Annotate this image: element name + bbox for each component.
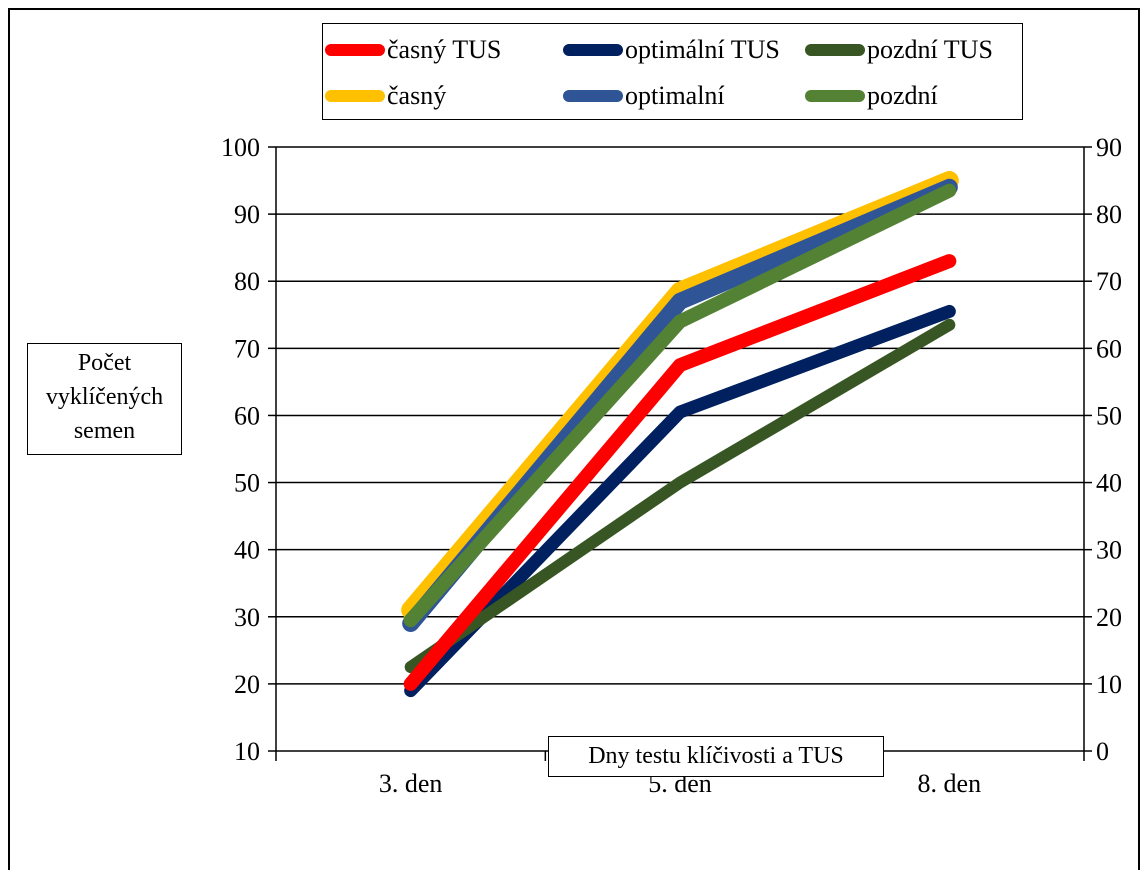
- chart-frame: [8, 8, 1140, 870]
- y-axis-title: Počet vyklíčených semen: [27, 343, 182, 455]
- y2-tick-label: 50: [1096, 401, 1122, 430]
- series-line-pozdní: [403, 183, 957, 628]
- legend-swatch: [805, 44, 865, 56]
- y2-tick-label: 60: [1096, 334, 1122, 363]
- y-axis-title-line-3: semen: [73, 418, 136, 444]
- legend-label: optimální TUS: [625, 35, 780, 64]
- series-line-časný: [401, 171, 959, 620]
- legend-label: pozdní: [867, 81, 938, 110]
- series-line-optimální-TUS: [404, 304, 956, 698]
- y2-tick-label: 70: [1096, 267, 1122, 296]
- y2-tick-label: 90: [1096, 133, 1122, 162]
- y-axis-title-line-1: Počet: [77, 350, 132, 376]
- legend-label: optimalní: [625, 81, 725, 110]
- y-tick-label: 40: [234, 536, 260, 565]
- y-tick-label: 70: [234, 334, 260, 363]
- y-tick-label: 60: [234, 401, 260, 430]
- y2-tick-label: 0: [1096, 737, 1109, 766]
- legend-label: časný: [387, 81, 447, 110]
- series-line-časný-TUS: [403, 254, 957, 691]
- y2-tick-label: 30: [1096, 536, 1122, 565]
- series-line-pozdní-TUS: [404, 318, 956, 674]
- x-tick-label: 8. den: [918, 769, 982, 798]
- tick-labels: 10 20 30 40 50 60 70 80 90 100 0 10 20 30 40 50 60 70 80 90…: [221, 133, 1122, 798]
- legend-swatch: [563, 90, 623, 102]
- legend: časný TUS optimální TUS pozdní TUS časný opt…: [322, 23, 1023, 120]
- data-series: [401, 171, 959, 698]
- legend-swatch: [325, 44, 385, 56]
- y-tick-label: 90: [234, 200, 260, 229]
- legend-swatch: [325, 90, 385, 102]
- y-tick-label: 30: [234, 603, 260, 632]
- y2-tick-label: 20: [1096, 603, 1122, 632]
- y2-tick-label: 80: [1096, 200, 1122, 229]
- y-tick-label: 50: [234, 469, 260, 498]
- y-tick-label: 100: [221, 133, 260, 162]
- legend-swatch: [805, 90, 865, 102]
- y-tick-label: 20: [234, 670, 260, 699]
- legend-swatch: [563, 44, 623, 56]
- legend-label: pozdní TUS: [867, 35, 993, 64]
- y-tick-label: 80: [234, 267, 260, 296]
- y2-tick-label: 10: [1096, 670, 1122, 699]
- legend-label: časný TUS: [387, 35, 502, 64]
- axes: [268, 146, 1092, 761]
- x-axis-title: Dny testu klíčivosti a TUS: [548, 736, 884, 777]
- y2-tick-label: 40: [1096, 469, 1122, 498]
- y-axis-title-line-2: vyklíčených: [45, 384, 164, 410]
- x-tick-label: 3. den: [379, 769, 443, 798]
- y-tick-label: 10: [234, 737, 260, 766]
